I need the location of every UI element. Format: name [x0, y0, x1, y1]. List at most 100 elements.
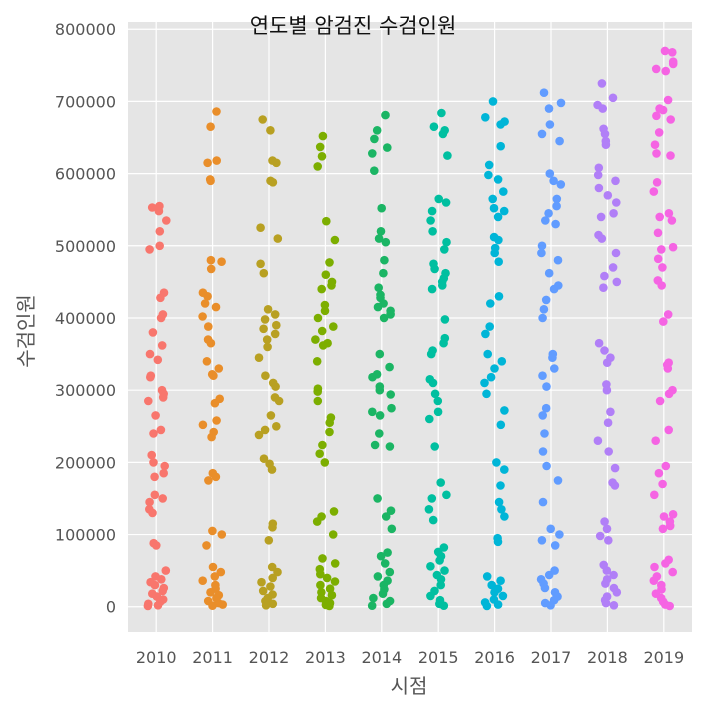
data-point	[375, 385, 385, 395]
x-tick-label: 2011	[192, 648, 233, 667]
data-point	[545, 120, 555, 129]
data-point	[556, 98, 566, 108]
data-point	[263, 305, 273, 314]
data-point	[550, 364, 559, 373]
data-point	[537, 248, 546, 258]
data-point	[146, 372, 155, 382]
data-point	[665, 601, 674, 611]
data-point	[668, 567, 677, 577]
data-point	[145, 245, 154, 254]
data-point	[442, 490, 451, 500]
data-point	[550, 541, 560, 550]
data-point	[666, 151, 675, 160]
data-point	[538, 497, 548, 507]
data-point	[594, 338, 604, 348]
data-point	[207, 432, 216, 442]
data-point	[611, 248, 621, 258]
data-point	[659, 317, 668, 326]
data-point	[274, 396, 284, 406]
data-point	[370, 166, 379, 175]
data-point	[151, 411, 160, 420]
data-point	[494, 497, 504, 507]
data-point	[434, 194, 444, 204]
data-point	[609, 570, 618, 580]
data-point	[381, 512, 391, 521]
data-point	[149, 458, 158, 467]
x-axis-label: 시점	[391, 674, 428, 698]
data-point	[156, 425, 166, 435]
data-point	[210, 572, 220, 581]
data-point	[318, 131, 328, 141]
data-point	[439, 338, 448, 348]
data-point	[668, 59, 678, 69]
data-point	[262, 335, 272, 344]
data-point	[600, 517, 609, 526]
data-point	[374, 234, 384, 243]
data-point	[435, 556, 444, 565]
data-point	[494, 257, 504, 267]
data-point	[603, 418, 613, 428]
data-point	[663, 364, 673, 373]
data-point	[375, 429, 384, 438]
data-point	[427, 206, 437, 216]
data-point	[312, 517, 322, 526]
data-point	[385, 567, 395, 577]
data-point	[496, 481, 505, 490]
data-point	[312, 357, 322, 366]
data-point	[496, 120, 505, 129]
data-point	[651, 436, 660, 446]
data-point	[327, 590, 337, 600]
data-point	[145, 497, 154, 507]
data-point	[206, 176, 215, 186]
data-point	[542, 382, 551, 391]
data-point	[555, 530, 564, 539]
data-point	[482, 389, 491, 399]
data-point	[386, 310, 395, 319]
data-point	[537, 536, 547, 545]
data-point	[482, 572, 492, 581]
data-point	[666, 115, 675, 124]
data-point	[541, 216, 550, 225]
data-point	[499, 187, 508, 196]
data-point	[650, 490, 659, 500]
data-point	[492, 458, 501, 467]
data-points	[143, 46, 678, 611]
data-point	[315, 449, 325, 459]
data-point	[148, 508, 157, 518]
x-tick-label: 2012	[249, 648, 290, 667]
data-point	[597, 79, 607, 88]
y-axis-label: 수검인원	[14, 294, 38, 368]
y-tick-label: 100000	[55, 526, 116, 545]
data-point	[601, 598, 611, 608]
data-point	[601, 140, 611, 149]
data-point	[214, 364, 224, 373]
data-point	[594, 183, 604, 193]
data-point	[602, 524, 612, 534]
data-point	[381, 110, 390, 120]
data-point	[542, 461, 551, 471]
x-tick-labels: 2010 2011 2012 2013 2014 2015 2016 2017 2018 2019	[136, 648, 684, 667]
data-point	[325, 258, 334, 267]
data-point	[202, 541, 211, 550]
data-point	[661, 66, 670, 76]
data-point	[369, 593, 378, 603]
data-point	[318, 554, 327, 563]
data-point	[661, 559, 670, 568]
data-point	[553, 476, 563, 485]
data-point	[660, 46, 670, 56]
data-point	[493, 537, 503, 547]
data-point	[609, 601, 619, 610]
data-point	[259, 268, 269, 278]
data-point	[370, 440, 380, 450]
data-point	[440, 566, 449, 575]
data-point	[608, 93, 618, 103]
data-point	[208, 526, 217, 536]
data-point	[654, 128, 664, 137]
data-point	[600, 129, 610, 139]
data-point	[150, 580, 160, 590]
data-point	[266, 411, 276, 420]
data-point	[270, 329, 280, 339]
data-point	[549, 176, 558, 186]
data-point	[378, 589, 388, 598]
data-point	[157, 575, 166, 584]
